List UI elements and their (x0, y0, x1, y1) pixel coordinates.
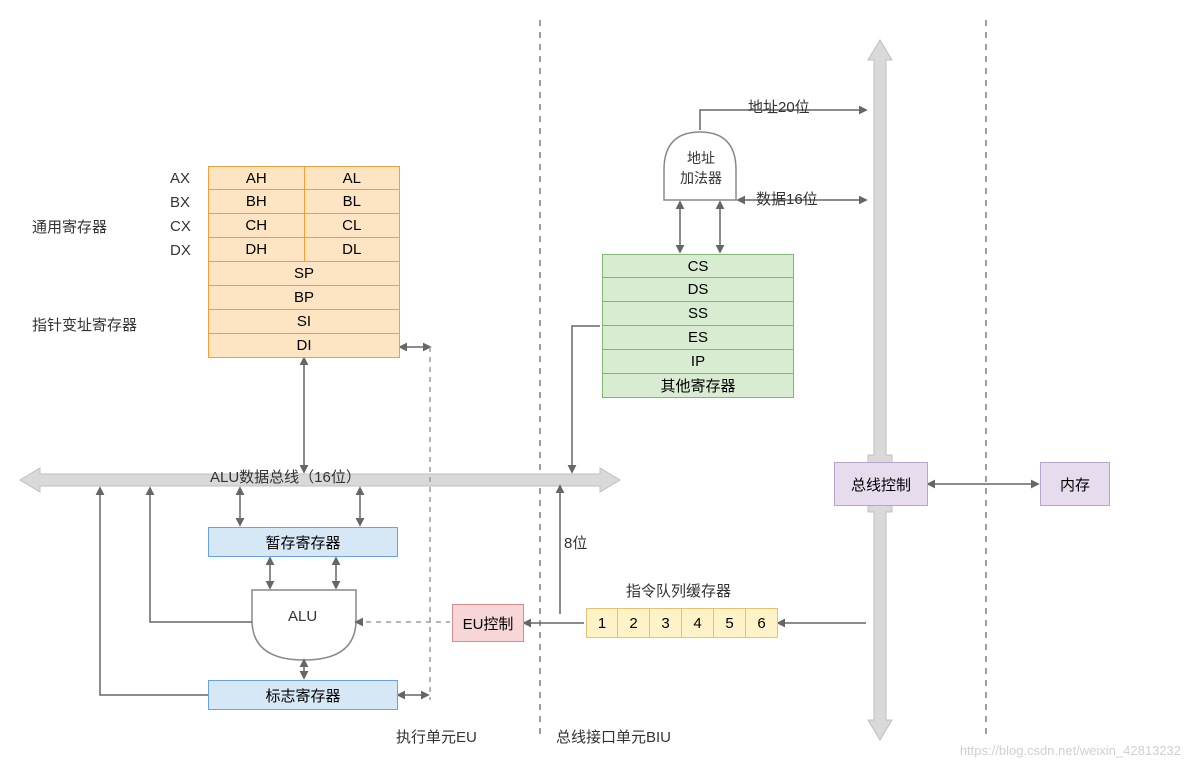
label-pointer-registers: 指针变址寄存器 (32, 314, 137, 335)
label-alu-bus: ALU数据总线（16位） (210, 466, 361, 487)
arrow-overlay (0, 0, 1193, 764)
system-bus (868, 40, 892, 740)
label-general-registers: 通用寄存器 (32, 216, 107, 237)
cell-ss: SS (602, 302, 794, 326)
queue-cell-6: 6 (746, 608, 778, 638)
queue-cell-1: 1 (586, 608, 618, 638)
alu-shape (252, 590, 356, 660)
cell-bl: BL (305, 190, 401, 214)
cell-ds: DS (602, 278, 794, 302)
queue-cell-4: 4 (682, 608, 714, 638)
label-biu-unit: 总线接口单元BIU (556, 726, 671, 747)
queue-cell-2: 2 (618, 608, 650, 638)
label-addr20: 地址20位 (748, 96, 810, 117)
label-eu-unit: 执行单元EU (396, 726, 477, 747)
watermark: https://blog.csdn.net/weixin_42813232 (960, 743, 1181, 758)
cell-ah: AH (208, 166, 305, 190)
cell-dh: DH (208, 238, 305, 262)
segment-register-table: CS DS SS ES IP 其他寄存器 (602, 254, 794, 398)
cell-al: AL (305, 166, 401, 190)
cell-si: SI (208, 310, 400, 334)
cell-ch: CH (208, 214, 305, 238)
bus-control: 总线控制 (834, 462, 928, 506)
cell-bh: BH (208, 190, 305, 214)
cell-bp: BP (208, 286, 400, 310)
cell-dl: DL (305, 238, 401, 262)
flag-register: 标志寄存器 (208, 680, 398, 710)
general-register-table: AH AL BH BL CH CL DH DL SP BP SI DI (208, 166, 400, 358)
instruction-queue: 1 2 3 4 5 6 (586, 608, 778, 638)
label-8bit: 8位 (564, 532, 587, 553)
cell-other-reg: 其他寄存器 (602, 374, 794, 398)
temp-register: 暂存寄存器 (208, 527, 398, 557)
label-alu: ALU (288, 608, 317, 625)
label-data16: 数据16位 (756, 188, 818, 209)
cell-ip: IP (602, 350, 794, 374)
cell-es: ES (602, 326, 794, 350)
label-ax: AX (170, 170, 190, 187)
cell-di: DI (208, 334, 400, 358)
label-cx: CX (170, 218, 191, 235)
eu-control: EU控制 (452, 604, 524, 642)
memory: 内存 (1040, 462, 1110, 506)
label-dx: DX (170, 242, 191, 259)
label-addr-adder-1: 地址 (686, 148, 716, 168)
label-queue-title: 指令队列缓存器 (626, 580, 731, 601)
queue-cell-3: 3 (650, 608, 682, 638)
diagram-stage: 通用寄存器 指针变址寄存器 ALU数据总线（16位） 8位 地址20位 数据16… (0, 0, 1193, 764)
label-bx: BX (170, 194, 190, 211)
cell-cl: CL (305, 214, 401, 238)
label-addr-adder-2: 加法器 (680, 168, 722, 188)
cell-sp: SP (208, 262, 400, 286)
cell-cs: CS (602, 254, 794, 278)
queue-cell-5: 5 (714, 608, 746, 638)
